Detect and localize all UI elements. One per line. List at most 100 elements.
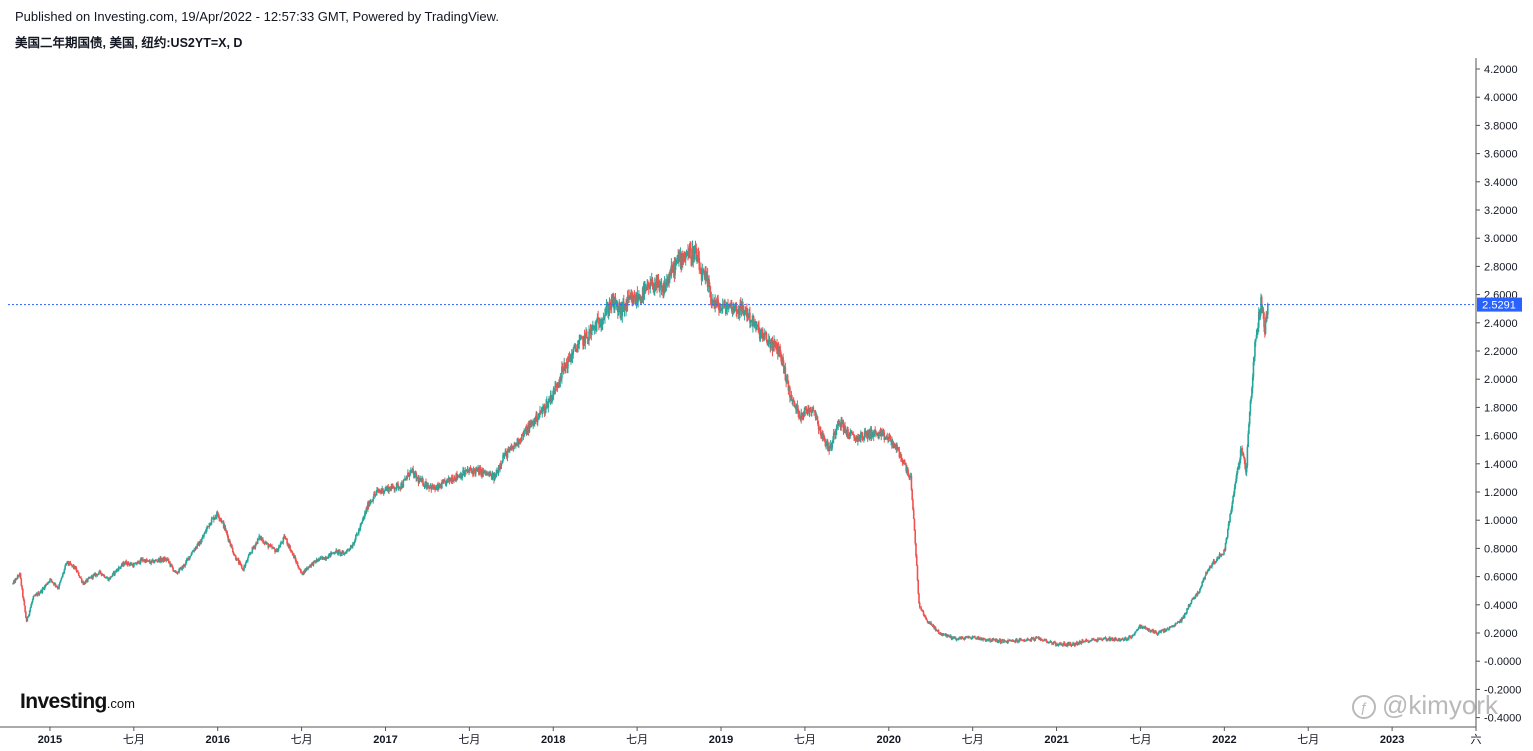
candle-body [1159, 631, 1162, 633]
candle-body [58, 584, 60, 589]
candle-body [1211, 562, 1214, 565]
y-tick-label: -0.2000 [1484, 684, 1521, 696]
candle-body [244, 563, 247, 567]
candle-body [462, 470, 465, 475]
candle-body [915, 555, 918, 566]
candle-body [1123, 638, 1126, 641]
candle-body [224, 525, 226, 531]
candle-body [538, 414, 541, 417]
candle-body [603, 317, 605, 320]
candle-body [14, 579, 17, 583]
candle-body [847, 429, 849, 438]
candle-body [172, 567, 174, 571]
candle-body [903, 460, 906, 463]
y-tick-label: 1.8000 [1484, 402, 1518, 414]
candle-body [1032, 637, 1035, 640]
candle-body [422, 478, 424, 486]
candle-body [433, 485, 436, 490]
candle-body [22, 596, 25, 601]
x-tick-label: 2015 [38, 734, 62, 746]
watermark: ƒ @kimyork [1352, 690, 1498, 721]
candle-body [401, 483, 403, 488]
candle-body [720, 307, 722, 310]
candle-body [718, 304, 720, 311]
candle-body [291, 551, 294, 554]
candle-body [832, 432, 835, 440]
candle-body [740, 304, 742, 308]
candle-body [556, 386, 559, 388]
candle-body [281, 542, 284, 544]
candle-body [334, 552, 337, 554]
candle-body [808, 408, 811, 413]
candle-body [712, 299, 715, 301]
instrument-title: 美国二年期国债, 美国, 纽约:US2YT=X, D [15, 36, 243, 50]
candle-body [168, 561, 171, 563]
candle-body [1201, 581, 1203, 587]
candle-body [739, 304, 741, 315]
candle-body [210, 519, 213, 524]
candle-body [1228, 521, 1231, 524]
candle-body [536, 419, 539, 422]
candle-body [735, 302, 738, 310]
candle-body [48, 581, 51, 583]
candle-body [379, 490, 382, 492]
candle-body [1224, 542, 1227, 551]
candle-body [363, 516, 365, 518]
candle-body [579, 339, 581, 341]
candle-body [1187, 605, 1190, 609]
candle-body [786, 375, 789, 382]
candle-body [502, 455, 504, 462]
candle-body [382, 491, 385, 494]
candle-body [470, 469, 473, 472]
candle-body [1229, 513, 1231, 522]
candle-body [1246, 446, 1249, 466]
candle-body [299, 568, 302, 572]
candle-body [103, 574, 106, 578]
candle-body [227, 536, 229, 541]
candle-body [286, 539, 288, 544]
candle-body [927, 621, 929, 623]
candle-body [185, 561, 187, 565]
candle-body [1202, 580, 1204, 582]
candle-body [1234, 483, 1237, 488]
candle-body [1175, 623, 1178, 625]
candle-body [617, 309, 620, 313]
candle-body [438, 483, 441, 487]
candle-body [980, 638, 982, 640]
candle-body [1205, 572, 1208, 574]
candle-body [607, 305, 609, 315]
candle-body [23, 600, 26, 606]
candle-body [294, 557, 297, 560]
candle-body [1057, 643, 1060, 646]
candle-body [804, 407, 807, 410]
candle-body [362, 517, 365, 520]
candle-body [976, 637, 978, 640]
candle-body [308, 565, 311, 568]
candle-body [194, 547, 197, 550]
candle-body [237, 558, 239, 560]
candle-body [448, 477, 451, 481]
candle-body [873, 430, 876, 437]
candle-body [280, 542, 282, 545]
candle-body [1220, 555, 1222, 557]
candle-body [1238, 464, 1240, 467]
candle-body [567, 356, 570, 358]
candle-body [1046, 641, 1049, 643]
candle-body [829, 447, 831, 451]
candle-body [377, 489, 380, 492]
candle-body [539, 410, 541, 415]
candle-body [984, 638, 987, 641]
candle-body [104, 577, 106, 579]
candle-body [93, 574, 95, 576]
candle-body [590, 328, 593, 335]
candle-body [780, 351, 782, 356]
candle-body [1186, 608, 1188, 613]
candle-body [1176, 622, 1178, 624]
candle-body [225, 530, 228, 534]
candle-body [269, 544, 272, 546]
candle-body [416, 477, 419, 478]
candle-body [170, 563, 173, 566]
candle-body [1045, 640, 1048, 642]
candle-body [820, 431, 822, 436]
